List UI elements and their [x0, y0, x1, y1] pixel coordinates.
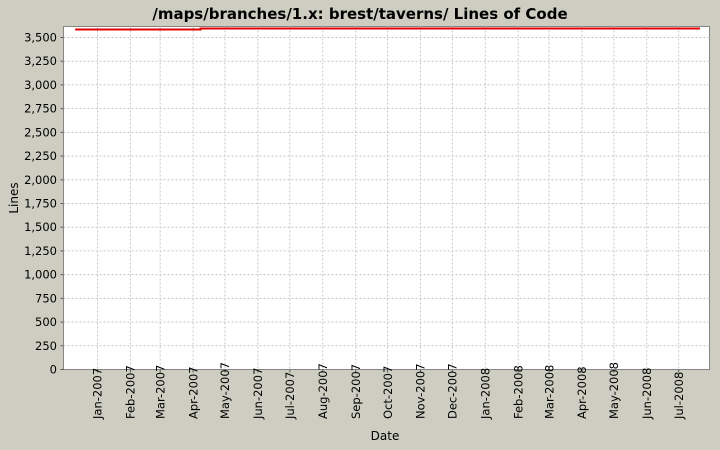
- x-tick-label: Jun-2007: [251, 368, 265, 420]
- loc-series-line: [75, 27, 700, 31]
- y-tick-label: 250: [35, 339, 57, 353]
- gridlines: [63, 26, 710, 370]
- x-tick-label: Jan-2008: [479, 368, 493, 420]
- x-tick-label: Feb-2007: [124, 365, 138, 419]
- x-tick-label: Nov-2007: [414, 363, 428, 419]
- series-line-group: [75, 27, 700, 31]
- x-tick-label: Jul-2007: [283, 372, 297, 420]
- y-tick-label: 1,500: [24, 220, 57, 234]
- y-tick-label: 750: [35, 291, 57, 305]
- x-tick-label: Apr-2008: [575, 366, 589, 419]
- x-tick-label: May-2008: [607, 362, 621, 419]
- x-tick-label: Feb-2008: [511, 365, 525, 419]
- x-tick-label: Oct-2007: [381, 366, 395, 419]
- plot-area: [63, 26, 710, 370]
- x-tick-label: Apr-2007: [186, 366, 200, 419]
- y-tick-label: 1,000: [24, 268, 57, 282]
- x-tick-label: Dec-2007: [446, 363, 460, 419]
- y-tick-label: 1,250: [24, 244, 57, 258]
- y-tick-label: 0: [50, 363, 57, 377]
- y-tick-label: 3,250: [24, 54, 57, 68]
- x-tick-label: Jan-2007: [91, 368, 105, 420]
- chart-title: /maps/branches/1.x: brest/taverns/ Lines…: [152, 5, 567, 23]
- x-tick-label: Jul-2008: [672, 372, 686, 420]
- y-tick-label: 2,500: [24, 125, 57, 139]
- x-tick-label: Mar-2007: [153, 365, 167, 419]
- x-axis-label: Date: [371, 429, 400, 443]
- y-tick-label: 3,500: [24, 31, 57, 45]
- y-axis-label: Lines: [7, 182, 21, 213]
- x-tick-label: Jun-2008: [640, 368, 654, 420]
- y-tick-label: 2,000: [24, 173, 57, 187]
- y-tick-label: 1,750: [24, 197, 57, 211]
- y-tick-labels: 0 250 500 750 1,000 1,250 1,500 1,750 2,000 2,250…: [24, 31, 57, 377]
- y-tick-label: 500: [35, 315, 57, 329]
- x-tick-label: Aug-2007: [316, 363, 330, 419]
- y-tick-label: 2,250: [24, 149, 57, 163]
- x-tick-labels: Jan-2007 Feb-2007 Mar-2007 Apr-2007 May-2007…: [91, 362, 686, 420]
- y-tick-label: 2,750: [24, 102, 57, 116]
- y-tick-label: 3,000: [24, 78, 57, 92]
- x-tick-label: May-2007: [218, 362, 232, 419]
- x-tick-label: Sep-2007: [349, 364, 363, 419]
- axis-tick-marks: [60, 37, 680, 373]
- x-tick-label: Mar-2008: [542, 365, 556, 419]
